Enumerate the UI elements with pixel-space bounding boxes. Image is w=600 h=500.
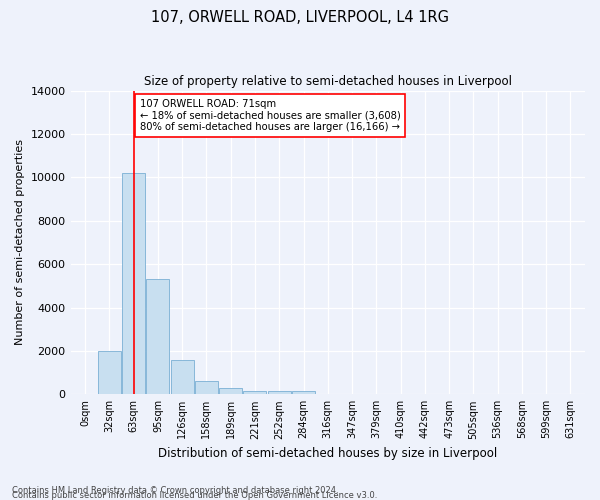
Bar [219, 388, 242, 394]
X-axis label: Distribution of semi-detached houses by size in Liverpool: Distribution of semi-detached houses by … [158, 447, 497, 460]
Text: 107, ORWELL ROAD, LIVERPOOL, L4 1RG: 107, ORWELL ROAD, LIVERPOOL, L4 1RG [151, 10, 449, 25]
Title: Size of property relative to semi-detached houses in Liverpool: Size of property relative to semi-detach… [144, 75, 512, 88]
Bar [122, 173, 145, 394]
Bar [146, 280, 169, 394]
Bar [292, 392, 315, 394]
Bar [98, 351, 121, 395]
Y-axis label: Number of semi-detached properties: Number of semi-detached properties [15, 140, 25, 346]
Bar [170, 360, 194, 394]
Bar [244, 390, 266, 394]
Text: Contains HM Land Registry data © Crown copyright and database right 2024.: Contains HM Land Registry data © Crown c… [12, 486, 338, 495]
Text: 107 ORWELL ROAD: 71sqm
← 18% of semi-detached houses are smaller (3,608)
80% of : 107 ORWELL ROAD: 71sqm ← 18% of semi-det… [140, 99, 400, 132]
Bar [195, 381, 218, 394]
Text: Contains public sector information licensed under the Open Government Licence v3: Contains public sector information licen… [12, 491, 377, 500]
Bar [268, 391, 291, 394]
